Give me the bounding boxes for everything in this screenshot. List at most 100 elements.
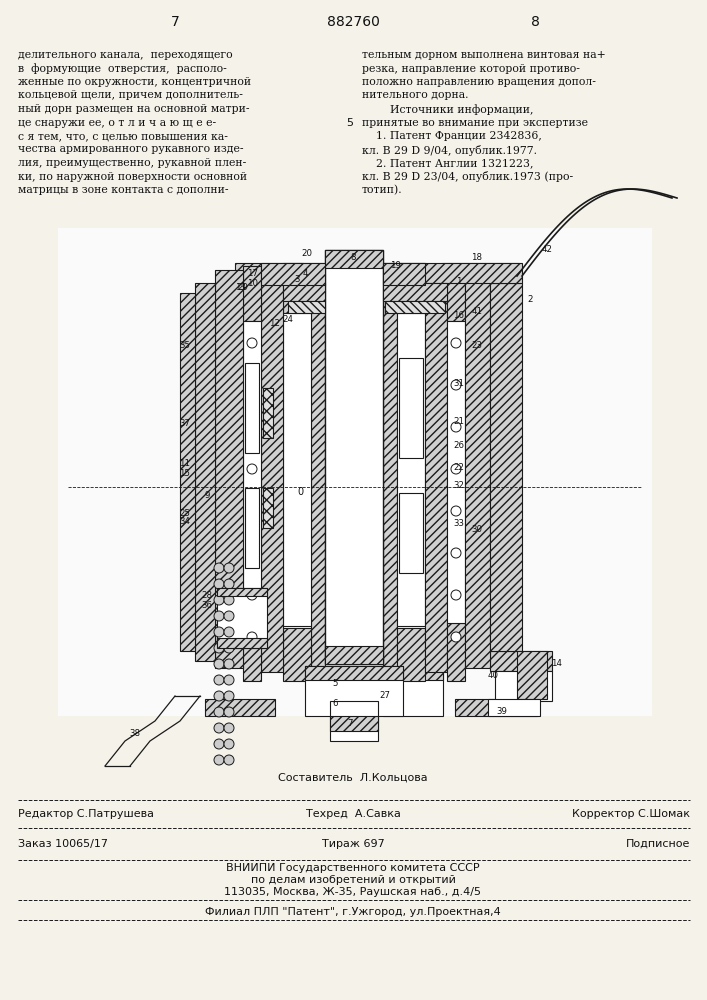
Circle shape	[247, 464, 257, 474]
Bar	[305, 666, 403, 716]
Circle shape	[451, 590, 461, 600]
Text: 12: 12	[269, 318, 281, 328]
Bar	[399, 358, 423, 458]
Text: женные по окружности, концентричной: женные по окружности, концентричной	[18, 77, 251, 87]
Circle shape	[214, 707, 224, 717]
Bar	[495, 671, 552, 701]
Bar	[383, 263, 522, 283]
Bar	[288, 301, 325, 313]
Bar	[447, 321, 465, 623]
Bar	[217, 588, 267, 596]
Circle shape	[247, 380, 257, 390]
Text: Подписное: Подписное	[626, 839, 690, 849]
Bar	[383, 263, 425, 285]
Bar	[180, 293, 195, 651]
Circle shape	[224, 691, 234, 701]
Text: 36: 36	[201, 601, 213, 610]
Text: матрицы в зоне контакта с дополни-: матрицы в зоне контакта с дополни-	[18, 185, 228, 195]
Circle shape	[224, 723, 234, 733]
Bar	[243, 266, 261, 321]
Text: 15: 15	[180, 468, 190, 478]
Circle shape	[214, 675, 224, 685]
Text: делительного канала,  переходящего: делительного канала, переходящего	[18, 50, 233, 60]
Circle shape	[247, 548, 257, 558]
Circle shape	[451, 422, 461, 432]
Bar	[397, 313, 425, 626]
Bar	[217, 588, 267, 648]
Circle shape	[214, 691, 224, 701]
Text: по делам изобретений и открытий: по делам изобретений и открытий	[250, 875, 455, 885]
Circle shape	[451, 464, 461, 474]
Text: Техред  А.Савка: Техред А.Савка	[305, 809, 400, 819]
Bar	[490, 283, 522, 651]
Text: 8: 8	[530, 15, 539, 29]
Text: Составитель  Л.Кольцова: Составитель Л.Кольцова	[278, 773, 428, 783]
Circle shape	[247, 338, 257, 348]
Text: 1. Патент Франции 2342836,: 1. Патент Франции 2342836,	[362, 131, 542, 141]
Text: 19: 19	[390, 261, 400, 270]
Bar	[243, 623, 261, 681]
Bar	[195, 283, 215, 661]
Text: лия, преимущественно, рукавной плен-: лия, преимущественно, рукавной плен-	[18, 158, 246, 168]
Text: Корректор С.Шомак: Корректор С.Шомак	[572, 809, 690, 819]
Text: кольцевой щели, причем дополнитель-: кольцевой щели, причем дополнитель-	[18, 91, 243, 101]
Text: 10: 10	[247, 278, 259, 288]
Bar	[465, 270, 490, 668]
Text: ВНИИПИ Государственного комитета СССР: ВНИИПИ Государственного комитета СССР	[226, 863, 480, 873]
Circle shape	[451, 338, 461, 348]
Bar	[385, 301, 445, 313]
Text: 28: 28	[201, 591, 213, 600]
Text: 33: 33	[453, 518, 464, 528]
Circle shape	[214, 579, 224, 589]
Circle shape	[224, 675, 234, 685]
Text: 39: 39	[496, 706, 508, 716]
Circle shape	[451, 506, 461, 516]
Circle shape	[247, 506, 257, 516]
Bar	[305, 666, 403, 680]
Bar	[330, 716, 378, 731]
Text: 30: 30	[472, 526, 482, 534]
Text: 9: 9	[204, 491, 210, 500]
Circle shape	[224, 595, 234, 605]
Bar	[399, 493, 423, 573]
Text: 38: 38	[129, 730, 141, 738]
Bar	[235, 263, 303, 283]
Circle shape	[214, 595, 224, 605]
Circle shape	[214, 611, 224, 621]
Bar	[245, 488, 259, 568]
Bar	[325, 646, 383, 664]
Text: 18: 18	[472, 253, 482, 262]
Bar	[261, 263, 325, 285]
Circle shape	[214, 755, 224, 765]
Bar	[325, 250, 383, 664]
Circle shape	[451, 380, 461, 390]
Circle shape	[224, 563, 234, 573]
Circle shape	[247, 422, 257, 432]
Bar	[383, 666, 443, 680]
Text: 8: 8	[350, 253, 356, 262]
Bar	[243, 321, 261, 623]
Bar	[383, 666, 443, 716]
Bar	[283, 263, 311, 313]
Bar	[217, 638, 267, 648]
Bar	[263, 488, 273, 528]
Text: 1: 1	[456, 276, 462, 286]
Text: 41: 41	[472, 306, 482, 316]
Text: 7: 7	[347, 720, 353, 728]
Text: 2: 2	[527, 296, 533, 304]
Bar	[425, 266, 447, 672]
Circle shape	[214, 739, 224, 749]
Circle shape	[214, 563, 224, 573]
Bar	[311, 263, 325, 676]
Text: 4: 4	[303, 269, 308, 278]
Circle shape	[224, 643, 234, 653]
Text: 17: 17	[247, 269, 259, 278]
Circle shape	[214, 643, 224, 653]
Text: чества армированного рукавного изде-: чества армированного рукавного изде-	[18, 144, 243, 154]
Bar	[447, 623, 465, 681]
Text: 11: 11	[180, 458, 190, 468]
Bar	[205, 699, 275, 716]
Text: 0: 0	[297, 487, 303, 497]
Bar	[330, 701, 378, 741]
Bar	[283, 628, 311, 681]
